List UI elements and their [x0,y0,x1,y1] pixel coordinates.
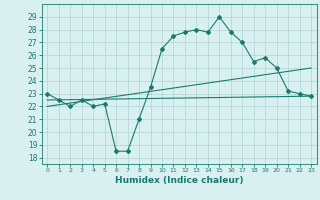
X-axis label: Humidex (Indice chaleur): Humidex (Indice chaleur) [115,176,244,185]
